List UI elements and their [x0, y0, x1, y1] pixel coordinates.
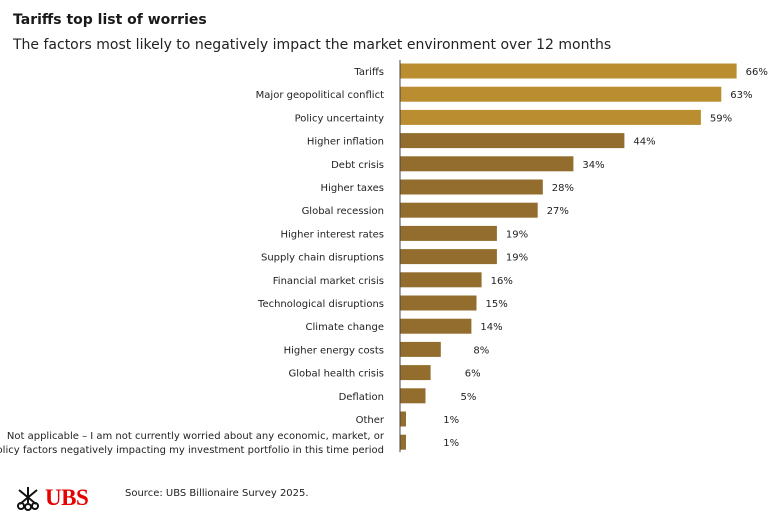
category-label: Major geopolitical conflict [256, 90, 384, 101]
data-label: 34% [582, 160, 604, 171]
data-label: 14% [480, 322, 502, 333]
data-label: 1% [443, 415, 459, 426]
category-label: Not applicable – I am not currently worr… [7, 431, 385, 442]
bar [400, 225, 497, 241]
bar [400, 341, 441, 357]
category-label: Tariffs [353, 67, 384, 78]
data-label: 19% [506, 253, 528, 264]
bar [400, 434, 406, 450]
category-label: Higher interest rates [281, 229, 385, 240]
data-label: 28% [552, 183, 574, 194]
bar [400, 133, 625, 149]
bar [400, 109, 701, 125]
category-label: Policy uncertainty [295, 113, 384, 124]
category-label: policy factors negatively impacting my i… [0, 445, 384, 456]
category-label: Higher taxes [321, 183, 384, 194]
bar [400, 156, 574, 172]
data-label: 1% [443, 438, 459, 449]
chart-subtitle: The factors most likely to negatively im… [13, 37, 612, 53]
bar [400, 86, 722, 102]
category-label: Technological disruptions [257, 299, 384, 310]
category-label: Climate change [306, 322, 384, 333]
bar [400, 318, 472, 334]
bar [400, 365, 431, 381]
chart-title: Tariffs top list of worries [13, 12, 207, 28]
category-label: Global recession [302, 206, 384, 217]
category-label: Deflation [339, 392, 384, 403]
data-label: 6% [465, 369, 481, 380]
category-label: Higher inflation [307, 137, 384, 148]
logo-text: UBS [45, 485, 89, 510]
ubs-logo: UBS [15, 485, 89, 511]
data-label: 19% [506, 229, 528, 240]
source-note: Source: UBS Billionaire Survey 2025. [125, 488, 309, 499]
data-label: 27% [547, 206, 569, 217]
bar [400, 63, 737, 79]
data-label: 66% [746, 67, 768, 78]
data-label: 63% [730, 90, 752, 101]
category-label: Debt crisis [331, 160, 384, 171]
category-label: Other [356, 415, 385, 426]
bar-chart: Tariffs 66% Major geopolitical conflict 63%… [0, 60, 768, 456]
bar [400, 202, 538, 218]
bar [400, 411, 406, 427]
bar [400, 388, 426, 404]
keys-icon [17, 487, 39, 511]
bar [400, 179, 543, 195]
bar [400, 249, 497, 265]
category-label: Supply chain disruptions [261, 253, 384, 264]
data-label: 15% [486, 299, 508, 310]
category-label: Global health crisis [289, 369, 385, 380]
bar [400, 272, 482, 288]
bar [400, 295, 477, 311]
data-label: 16% [491, 276, 513, 287]
data-label: 8% [473, 345, 489, 356]
data-label: 5% [461, 392, 477, 403]
category-label: Financial market crisis [273, 276, 384, 287]
data-label: 44% [633, 137, 655, 148]
category-label: Higher energy costs [284, 345, 384, 356]
data-label: 59% [710, 113, 732, 124]
